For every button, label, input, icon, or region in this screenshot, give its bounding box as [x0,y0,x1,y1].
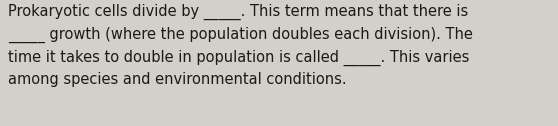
Text: Prokaryotic cells divide by _____. This term means that there is
_____ growth (w: Prokaryotic cells divide by _____. This … [8,4,473,87]
